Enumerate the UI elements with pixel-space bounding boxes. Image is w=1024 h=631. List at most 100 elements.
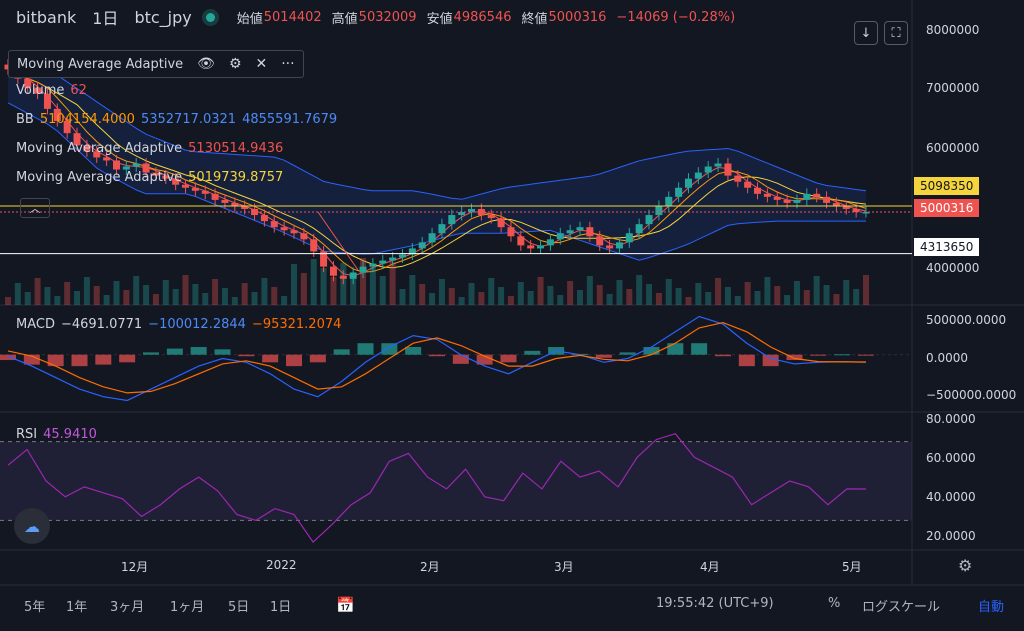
volume-bar (271, 287, 278, 305)
macd-histogram-bar (47, 354, 64, 367)
signal-line (7, 321, 867, 394)
macd-histogram-bar (238, 354, 255, 357)
macd-histogram-bar (667, 343, 684, 355)
volume-bar (152, 294, 159, 305)
high-value: 5032009 (358, 9, 417, 25)
volume-bar (409, 275, 416, 305)
log-scale-toggle[interactable]: ログスケール (862, 600, 941, 615)
interval-label[interactable]: 1日 (92, 9, 119, 28)
download-icon[interactable]: ↓ (854, 21, 878, 45)
macd-histogram-bar (810, 354, 827, 356)
candle-body (270, 221, 278, 228)
ma2-label: Moving Average Adaptive (16, 170, 183, 185)
candle-body (221, 199, 229, 203)
range-1d[interactable]: 1日 (270, 600, 292, 615)
volume-bar (793, 281, 800, 305)
pair-label[interactable]: btc_jpy (134, 7, 192, 27)
candle-body (645, 215, 653, 225)
range-1y[interactable]: 1年 (66, 600, 88, 615)
candle-body (458, 212, 466, 216)
volume-bar (734, 296, 741, 305)
ma2-legend[interactable]: Moving Average Adaptive 5019739.8757 (16, 170, 283, 185)
volume-bar (241, 283, 248, 305)
candle-body (704, 166, 712, 173)
bb-basis-line (7, 68, 867, 273)
rsi-tick: 80.0000 (926, 412, 976, 426)
volume-bar (429, 293, 436, 305)
close-icon[interactable]: ✕ (255, 56, 268, 72)
candle-body (132, 163, 140, 167)
date-range-icon[interactable]: 📅 (336, 596, 355, 614)
bb-legend[interactable]: BB 5104154.4000 5352717.0321 4855591.7679 (16, 112, 337, 127)
maa-legend-box[interactable]: Moving Average Adaptive 👁 ⚙ ✕ ··· (8, 50, 304, 78)
time-tick: 5月 (842, 560, 862, 574)
candle-body (724, 163, 732, 176)
volume-bar (498, 287, 505, 305)
candle-body (862, 212, 870, 214)
percent-toggle[interactable]: % (828, 596, 841, 611)
settings-gear-icon[interactable]: ⚙ (958, 556, 973, 575)
auto-scale-toggle[interactable]: 自動 (978, 600, 1005, 615)
rsi-legend[interactable]: RSI 45.9410 (16, 427, 97, 442)
range-5y[interactable]: 5年 (24, 600, 46, 615)
candle-body (694, 172, 702, 179)
macd-histogram-bar (309, 354, 326, 363)
macd-histogram-bar (643, 347, 660, 355)
volume-bar (754, 291, 761, 305)
volume-value: 62 (70, 83, 87, 98)
eye-icon[interactable]: 👁 (197, 56, 215, 72)
volume-bar (54, 296, 61, 305)
exchange-name[interactable]: bitbank (16, 7, 77, 27)
volume-bar (507, 296, 514, 305)
candle-body (182, 184, 190, 188)
bollinger-fill (8, 54, 866, 261)
macd-histogram-bar (524, 350, 541, 355)
macd-tick: 0.0000 (926, 351, 968, 365)
range-5d[interactable]: 5日 (228, 600, 250, 615)
candle-body (675, 187, 683, 197)
volume-bar (586, 276, 593, 305)
candle-body (793, 199, 801, 203)
volume-bar (143, 285, 150, 305)
volume-legend[interactable]: Volume 62 (16, 83, 87, 98)
candle-body (517, 236, 525, 246)
candle-body (260, 215, 268, 222)
volume-bar (399, 289, 406, 305)
volume-bar (419, 284, 426, 305)
candle-body (438, 224, 446, 234)
candle-body (290, 230, 298, 234)
macd-label: MACD (16, 317, 55, 332)
collapse-legend-button[interactable]: ︿ (20, 198, 50, 218)
gear-icon[interactable]: ⚙ (228, 56, 242, 72)
macd-histogram-bar (405, 347, 422, 355)
bb-basis: 5104154.4000 (39, 112, 135, 127)
candle-body (162, 175, 170, 179)
market-status-icon (205, 12, 215, 22)
volume-bar (369, 267, 376, 305)
volume-bar (606, 294, 613, 305)
candle-body (379, 260, 387, 264)
macd-histogram-bar (119, 354, 136, 363)
candle-body (655, 205, 663, 216)
candle-body (310, 239, 318, 252)
trend-line (317, 211, 359, 271)
clock[interactable]: 19:55:42 (UTC+9) (656, 596, 774, 611)
tradingview-logo-icon[interactable]: ☁ (14, 508, 50, 544)
change-value: −14069 (−0.28%) (616, 9, 736, 25)
candle-body (428, 233, 436, 243)
more-icon[interactable]: ··· (281, 56, 295, 72)
candle-body (852, 208, 860, 213)
macd-legend[interactable]: MACD −4691.0771 −100012.2844 −95321.2074 (16, 317, 341, 332)
ma1-legend[interactable]: Moving Average Adaptive 5130514.9436 (16, 141, 283, 156)
volume-bar (724, 287, 731, 305)
fullscreen-icon[interactable]: ⛶ (884, 21, 908, 45)
volume-bar (458, 297, 465, 305)
volume-bar (675, 288, 682, 305)
macd-histogram-bar (452, 354, 469, 364)
range-3m[interactable]: 3ヶ月 (110, 600, 145, 615)
volume-bar (646, 284, 653, 305)
candle-body (389, 257, 397, 261)
volume-bar (64, 282, 71, 305)
range-1m[interactable]: 1ヶ月 (170, 600, 205, 615)
